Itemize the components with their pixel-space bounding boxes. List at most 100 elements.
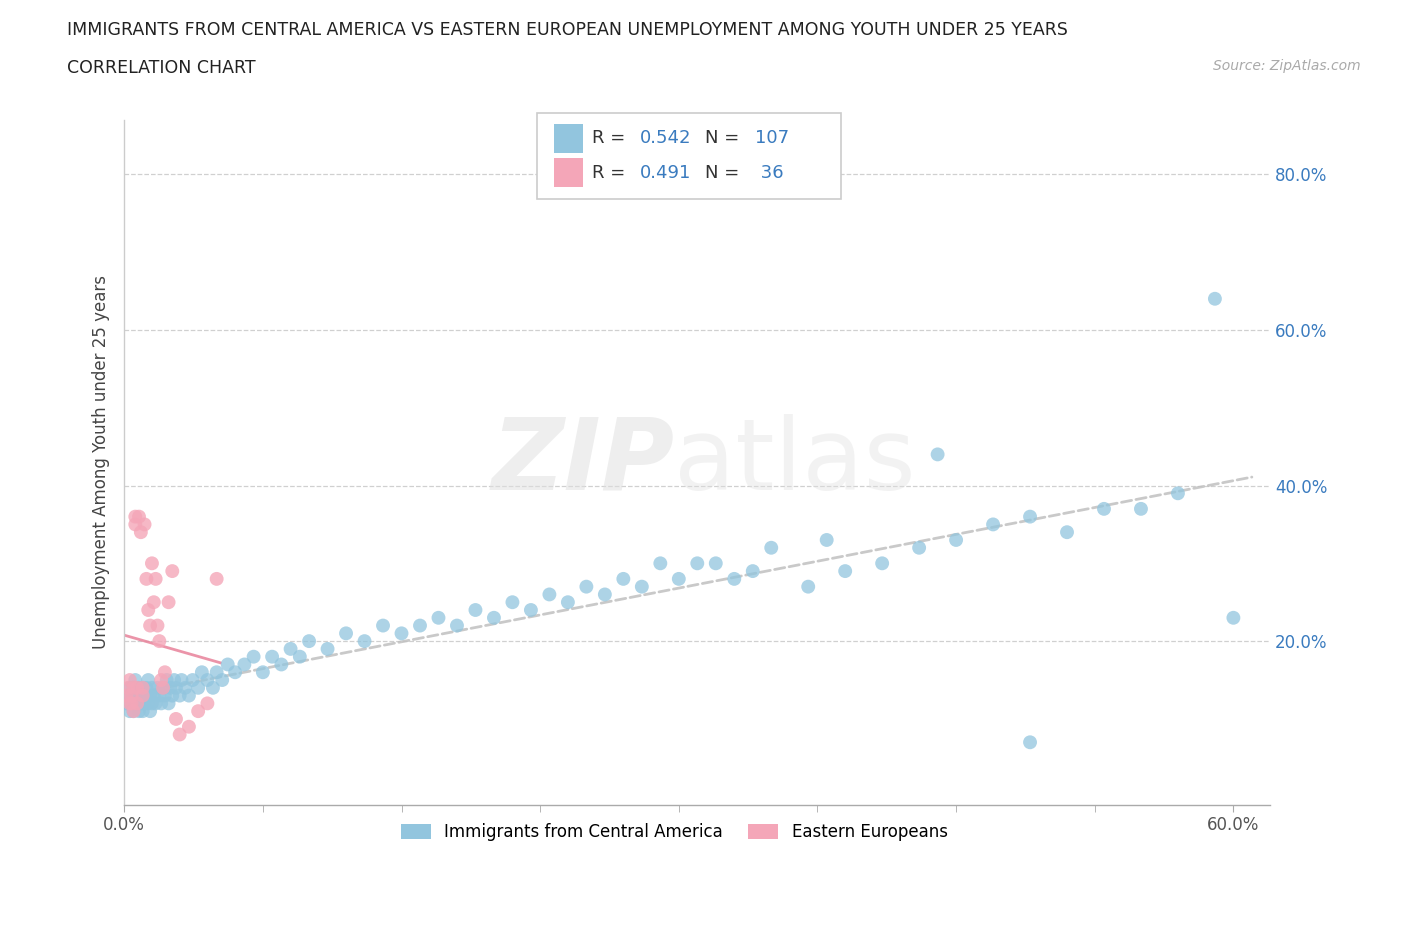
Point [165, 711, 187, 726]
Point [124, 517, 146, 532]
Point [217, 657, 239, 671]
Point [153, 688, 176, 703]
Point [1019, 510, 1042, 525]
Point [409, 618, 432, 633]
Legend: Immigrants from Central America, Eastern Europeans: Immigrants from Central America, Eastern… [395, 817, 955, 847]
Point [174, 681, 197, 696]
Point [270, 657, 292, 671]
Text: 107: 107 [755, 129, 789, 147]
Point [159, 681, 181, 696]
Point [152, 681, 174, 696]
Point [371, 618, 394, 633]
Point [134, 696, 156, 711]
Point [162, 564, 184, 578]
Point [233, 657, 256, 671]
Text: Source: ZipAtlas.com: Source: ZipAtlas.com [1213, 59, 1361, 73]
Text: N =: N = [706, 129, 745, 147]
Point [723, 571, 745, 586]
Point [145, 571, 167, 586]
Point [135, 571, 157, 586]
Point [117, 681, 139, 696]
Point [118, 696, 141, 711]
Bar [554, 158, 582, 187]
Point [122, 681, 145, 696]
Point [280, 642, 302, 657]
Point [122, 704, 145, 719]
Point [157, 595, 180, 610]
Point [124, 672, 146, 687]
Point [127, 696, 149, 711]
Text: atlas: atlas [675, 414, 915, 511]
Text: 0.491: 0.491 [640, 164, 692, 181]
Point [1019, 735, 1042, 750]
Point [139, 688, 162, 703]
Point [391, 626, 413, 641]
Point [129, 525, 152, 539]
Point [191, 665, 214, 680]
Point [122, 681, 145, 696]
Point [148, 688, 170, 703]
Point [127, 696, 149, 711]
Point [650, 556, 672, 571]
Point [464, 603, 486, 618]
Point [262, 649, 284, 664]
Point [1204, 291, 1226, 306]
Point [145, 696, 167, 711]
Point [612, 571, 634, 586]
Point [201, 681, 224, 696]
Point [205, 571, 228, 586]
Text: 0.542: 0.542 [640, 129, 692, 147]
Point [136, 672, 159, 687]
Point [242, 649, 264, 664]
Point [169, 688, 191, 703]
Point [162, 688, 184, 703]
Point [252, 665, 274, 680]
Point [131, 681, 153, 696]
Text: 36: 36 [755, 164, 783, 181]
Point [121, 688, 143, 703]
Point [630, 579, 652, 594]
Point [169, 727, 191, 742]
Point [121, 696, 143, 711]
Point [124, 510, 146, 525]
Point [981, 517, 1004, 532]
Point [135, 681, 157, 696]
Point [150, 696, 173, 711]
Point [197, 696, 219, 711]
Point [118, 672, 141, 687]
Point [121, 696, 143, 711]
Text: CORRELATION CHART: CORRELATION CHART [67, 59, 256, 76]
Point [557, 595, 579, 610]
Text: ZIP: ZIP [491, 414, 675, 511]
Point [335, 626, 357, 641]
Point [797, 579, 820, 594]
Point [152, 681, 174, 696]
Point [134, 688, 156, 703]
Point [177, 688, 200, 703]
Bar [554, 124, 582, 153]
Point [908, 540, 931, 555]
Point [131, 688, 153, 703]
Point [131, 704, 153, 719]
Point [131, 681, 153, 696]
Text: IMMIGRANTS FROM CENTRAL AMERICA VS EASTERN EUROPEAN UNEMPLOYMENT AMONG YOUTH UND: IMMIGRANTS FROM CENTRAL AMERICA VS EASTE… [67, 21, 1069, 39]
Point [128, 510, 150, 525]
FancyBboxPatch shape [537, 113, 841, 198]
Point [181, 672, 204, 687]
Point [1056, 525, 1078, 539]
Point [146, 618, 169, 633]
Point [224, 665, 246, 680]
Point [127, 681, 149, 696]
Point [761, 540, 783, 555]
Point [353, 633, 375, 648]
Point [593, 587, 616, 602]
Point [134, 517, 156, 532]
Point [446, 618, 468, 633]
Point [177, 719, 200, 734]
Text: R =: R = [592, 129, 631, 147]
Point [482, 610, 505, 625]
Text: R =: R = [592, 164, 631, 181]
Point [1167, 485, 1189, 500]
Point [575, 579, 598, 594]
Point [129, 688, 152, 703]
